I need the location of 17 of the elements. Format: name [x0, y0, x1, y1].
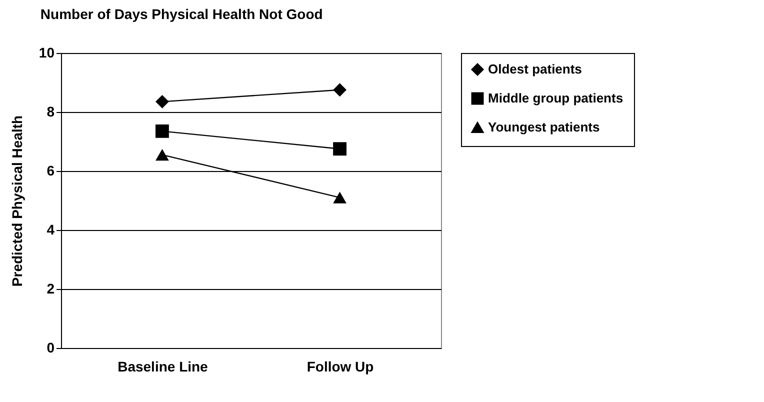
point [333, 83, 346, 97]
legend-label: Oldest patients [488, 62, 582, 76]
y-tick-label: 2 [46, 280, 55, 296]
y-tick-label: 8 [46, 104, 55, 120]
y-tick-label: 10 [38, 44, 55, 60]
x-tick-label: Follow Up [306, 358, 374, 374]
y-axis-title: Predicted Physical Health [8, 115, 25, 287]
point [156, 94, 169, 108]
y-tick-label: 4 [46, 222, 55, 238]
point [156, 124, 169, 138]
point [333, 142, 346, 156]
legend-label: Middle group patients [488, 90, 624, 106]
legend-label: Youngest patients [488, 120, 600, 134]
y-tick-label: 0 [46, 340, 55, 356]
x-tick-label: Baseline Line [118, 358, 208, 374]
chart-title: Number of Days Physical Health Not Good [40, 6, 323, 22]
y-tick-label: 6 [46, 162, 55, 178]
